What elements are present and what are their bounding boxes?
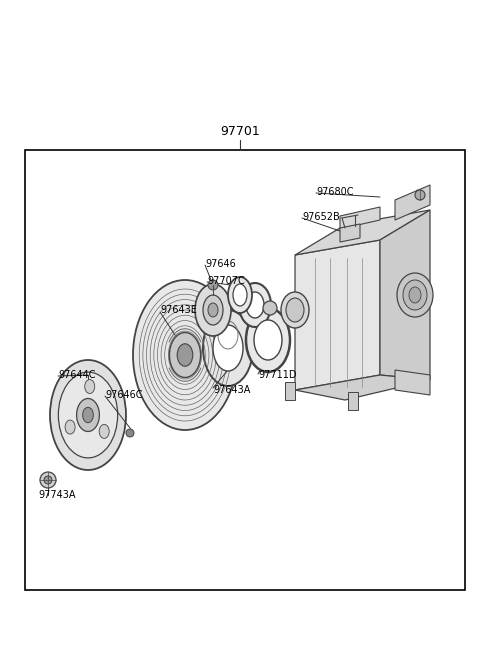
Text: 97701: 97701 <box>220 125 260 138</box>
Text: 97646C: 97646C <box>105 390 143 400</box>
Polygon shape <box>348 392 358 410</box>
Polygon shape <box>295 210 430 255</box>
Text: 97652B: 97652B <box>302 212 340 222</box>
Polygon shape <box>295 240 380 390</box>
Ellipse shape <box>397 273 433 317</box>
Ellipse shape <box>254 320 282 360</box>
Circle shape <box>415 190 425 200</box>
Text: 97646: 97646 <box>205 259 236 269</box>
Ellipse shape <box>239 283 271 327</box>
Text: 97711D: 97711D <box>258 370 297 380</box>
Ellipse shape <box>77 398 99 432</box>
Ellipse shape <box>233 284 247 306</box>
Ellipse shape <box>281 292 309 328</box>
Ellipse shape <box>286 298 304 322</box>
Ellipse shape <box>246 308 290 372</box>
Ellipse shape <box>133 280 237 430</box>
Ellipse shape <box>59 372 118 458</box>
Ellipse shape <box>65 420 75 434</box>
Ellipse shape <box>169 333 201 377</box>
Polygon shape <box>395 370 430 395</box>
Ellipse shape <box>409 287 421 303</box>
Polygon shape <box>285 382 295 400</box>
Circle shape <box>40 472 56 488</box>
Ellipse shape <box>203 295 223 325</box>
Ellipse shape <box>213 325 243 371</box>
Ellipse shape <box>83 407 93 422</box>
Ellipse shape <box>246 292 264 318</box>
Polygon shape <box>380 210 430 380</box>
Ellipse shape <box>403 280 427 310</box>
Ellipse shape <box>208 303 218 317</box>
Polygon shape <box>395 185 430 220</box>
Polygon shape <box>340 207 380 229</box>
Ellipse shape <box>195 284 231 336</box>
Text: 97643E: 97643E <box>160 305 197 315</box>
Text: 97743A: 97743A <box>38 490 75 500</box>
Ellipse shape <box>50 360 126 470</box>
Polygon shape <box>340 224 360 242</box>
Ellipse shape <box>203 310 253 386</box>
Ellipse shape <box>177 344 193 366</box>
Ellipse shape <box>228 277 252 313</box>
Polygon shape <box>295 375 430 400</box>
Bar <box>25 150 465 590</box>
Circle shape <box>208 280 218 290</box>
Ellipse shape <box>99 424 109 438</box>
Circle shape <box>44 476 52 484</box>
Text: 97680C: 97680C <box>316 187 353 197</box>
Text: 97644C: 97644C <box>58 370 96 380</box>
Text: 97643A: 97643A <box>213 385 251 395</box>
Text: 97707C: 97707C <box>207 276 245 286</box>
Circle shape <box>263 301 277 315</box>
Circle shape <box>126 429 134 437</box>
Ellipse shape <box>85 379 95 394</box>
